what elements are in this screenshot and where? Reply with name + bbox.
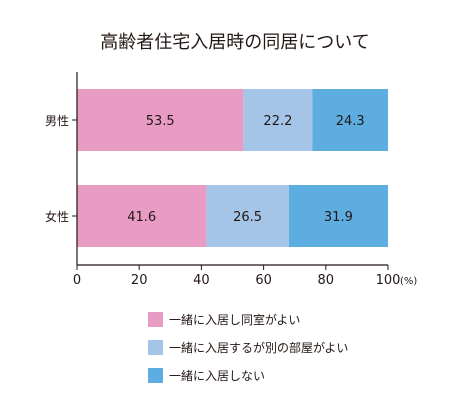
x-tick-label: 80 [318, 273, 335, 288]
x-tick-label: 0 [73, 273, 81, 288]
plot-area: 53.5 22.2 24.3 男性 41.6 26.5 31.9 女性 0 20 40 60 80 100… [45, 72, 417, 288]
data-label: 24.3 [336, 114, 365, 129]
legend-label: 一緒に入居し同室がよい [169, 312, 301, 327]
legend-label: 一緒に入居するが別の部屋がよい [169, 340, 349, 355]
legend-item: 一緒に入居するが別の部屋がよい [148, 338, 348, 356]
legend: 一緒に入居し同室がよい一緒に入居するが別の部屋がよい 一緒に入居しない [148, 310, 348, 394]
data-label: 31.9 [324, 210, 353, 225]
bar-segment [206, 185, 289, 247]
legend-label: 一緒に入居しない [169, 368, 266, 383]
x-tick-label: 60 [255, 273, 272, 288]
bar-segment [312, 89, 388, 151]
legend-swatch [148, 367, 163, 383]
bar-segment [77, 185, 207, 247]
x-tick-label: 100 [376, 273, 401, 288]
data-label: 22.2 [263, 114, 292, 129]
legend-item: 一緒に入居しない [148, 366, 348, 384]
x-unit-label: (%) [400, 276, 417, 287]
data-label: 26.5 [233, 210, 262, 225]
bar-segment [288, 185, 388, 247]
bar-segment [77, 89, 244, 151]
category-label: 女性 [45, 209, 69, 224]
category-label: 男性 [45, 114, 69, 128]
chart-title: 高齢者住宅入居時の同居について [100, 32, 369, 53]
data-label: 41.6 [127, 210, 156, 225]
legend-swatch [148, 311, 163, 327]
data-label: 53.5 [146, 114, 175, 129]
legend-swatch [148, 339, 163, 355]
bar-segment [243, 89, 313, 151]
x-tick-label: 40 [193, 273, 210, 288]
x-tick-label: 20 [131, 273, 148, 288]
legend-item: 一緒に入居し同室がよい [148, 310, 348, 328]
